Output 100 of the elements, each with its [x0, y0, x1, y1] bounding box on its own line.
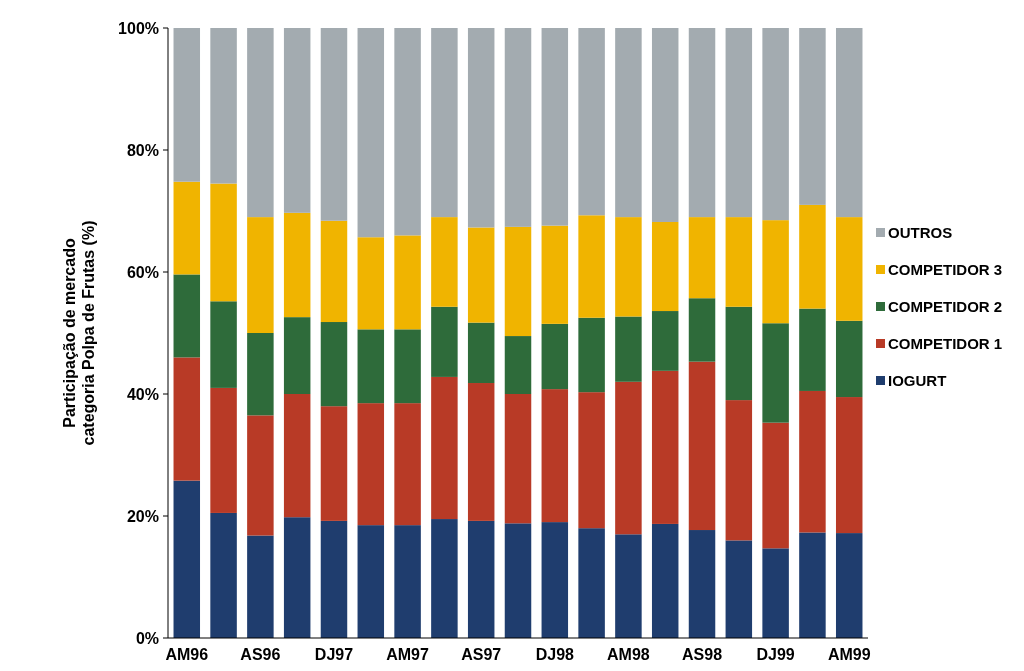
bar [394, 525, 421, 638]
bar [173, 480, 201, 638]
bar [467, 322, 495, 384]
bar [504, 336, 532, 394]
bar [651, 28, 679, 222]
bar [431, 376, 458, 520]
bar [541, 323, 569, 390]
x-tick-label: DJ97 [314, 646, 354, 663]
bar [651, 221, 679, 312]
bar [578, 392, 605, 529]
bar [283, 212, 311, 318]
bar [247, 333, 274, 416]
bar [394, 235, 421, 330]
bar [835, 397, 863, 534]
y-tick-label: 80% [126, 141, 159, 159]
bar [725, 306, 753, 401]
y-tick-label: 20% [126, 507, 159, 525]
bar [615, 28, 642, 218]
bar [357, 237, 385, 330]
bar [210, 387, 237, 513]
bar [504, 226, 532, 337]
bar [835, 320, 863, 398]
legend-label: COMPETIDOR 1 [888, 335, 1003, 353]
x-tick-label: DJ99 [756, 646, 795, 663]
bar [688, 361, 716, 531]
bar [578, 28, 605, 216]
bar [283, 517, 311, 638]
bar [210, 512, 237, 638]
bar [762, 323, 789, 423]
bar [357, 403, 385, 526]
bar [394, 28, 421, 236]
bar [799, 28, 826, 205]
bar [247, 217, 274, 333]
y-tick-label: 40% [126, 385, 159, 403]
bar [615, 217, 642, 317]
bar [651, 370, 679, 524]
y-axis-title: Participação de mercado categoria Polpa de Frutas (%) [60, 220, 97, 446]
y-tick-label: 100% [118, 19, 159, 37]
bar [247, 535, 274, 638]
bar [320, 322, 348, 407]
bar [467, 383, 495, 521]
bar [431, 519, 458, 638]
bar [541, 389, 569, 523]
bar [320, 28, 348, 221]
x-tick-label: AM97 [386, 646, 430, 663]
bar [651, 523, 679, 638]
bar [467, 28, 495, 228]
bar [394, 403, 421, 526]
bar [615, 534, 642, 638]
bar [688, 28, 716, 218]
bar [467, 520, 495, 638]
bar [578, 317, 605, 393]
bar [799, 532, 826, 638]
bar [799, 308, 826, 391]
bar [799, 204, 826, 309]
bar [210, 183, 237, 302]
bar [835, 28, 863, 218]
bar [283, 394, 311, 518]
bar [320, 220, 348, 323]
x-tick-label: AS96 [240, 646, 281, 663]
bar [357, 525, 385, 638]
bar [762, 422, 789, 549]
bar [431, 217, 458, 307]
bar [541, 522, 569, 638]
bar [320, 406, 348, 521]
bar [541, 28, 569, 226]
bar [394, 329, 421, 404]
bar [210, 301, 237, 388]
bar [320, 520, 348, 638]
bar [247, 415, 274, 536]
bar [210, 28, 237, 184]
x-tick-label: AM98 [607, 646, 650, 663]
bar [688, 217, 716, 299]
bar [651, 311, 679, 371]
bar [357, 28, 385, 238]
bar [762, 28, 789, 221]
bar [467, 227, 495, 323]
bar [541, 225, 569, 324]
legend-label: OUTROS [888, 224, 953, 242]
legend-label: COMPETIDOR 3 [888, 261, 1003, 279]
bar [504, 394, 532, 524]
bar [725, 400, 753, 541]
bar [504, 523, 532, 638]
legend-label: IOGURT [888, 372, 947, 390]
y-tick-label: 60% [126, 263, 159, 281]
bar [173, 274, 201, 358]
bar [725, 28, 753, 218]
bar [283, 317, 311, 394]
bar [688, 298, 716, 362]
bar [725, 217, 753, 307]
bar [615, 316, 642, 382]
bar [173, 28, 201, 182]
y-tick-label: 0% [135, 629, 159, 647]
bar [173, 357, 201, 481]
bar [615, 381, 642, 535]
bar [578, 215, 605, 318]
bar [431, 28, 458, 218]
x-tick-label: AM96 [165, 646, 209, 663]
bar [688, 530, 716, 638]
bar [835, 533, 863, 638]
